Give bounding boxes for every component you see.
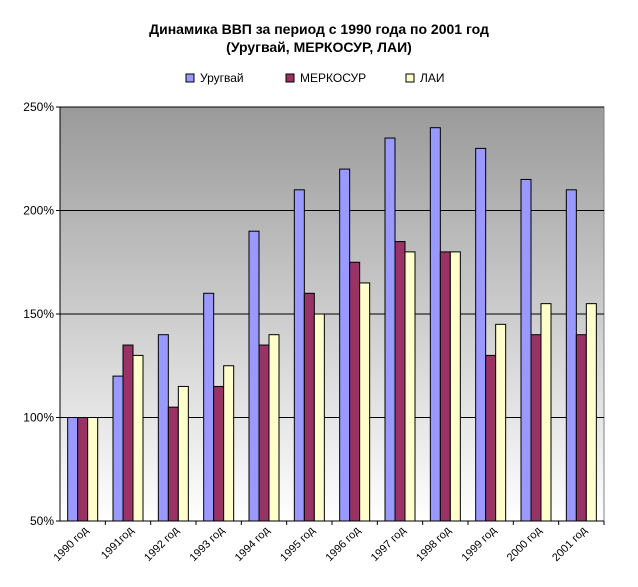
legend-label: ЛАИ: [420, 71, 445, 85]
bar: [394, 241, 406, 522]
bar: [384, 137, 396, 522]
bar: [248, 230, 260, 522]
bar: [223, 365, 235, 522]
x-tick-label: 1996 год: [323, 524, 363, 564]
bar: [530, 334, 542, 522]
bar: [167, 406, 179, 522]
bar: [439, 251, 451, 522]
legend-swatch: [285, 73, 295, 83]
x-tick-label: 1999 год: [459, 524, 499, 564]
x-axis-ticks: 1990 год 1991год 1992 год 1993 год 1994 год 1…: [51, 521, 605, 564]
chart-title: Динамика ВВП за период с 1990 года по 20…: [149, 21, 489, 37]
x-tick-label: 1992 год: [142, 524, 182, 564]
bar: [429, 127, 441, 522]
bar: [293, 189, 305, 522]
bar: [540, 303, 552, 522]
bar: [495, 323, 507, 522]
y-tick-label: 200%: [23, 204, 54, 218]
bar: [77, 417, 89, 522]
y-tick-label: 100%: [23, 411, 54, 425]
legend-swatch: [185, 73, 195, 83]
x-tick-label: 1993 год: [187, 524, 227, 564]
legend-label: Уругвай: [200, 71, 244, 85]
legend: Уругвай МЕРКОСУР ЛАИ: [185, 71, 445, 85]
x-tick-label: 1991год: [99, 524, 137, 562]
bar: [404, 251, 416, 522]
x-tick-label: 1997 год: [369, 524, 409, 564]
bar: [313, 313, 325, 522]
bar: [87, 417, 99, 522]
bar: [203, 292, 215, 522]
legend-swatch: [405, 73, 415, 83]
bar: [349, 261, 361, 522]
x-tick-label: 1994 год: [233, 524, 273, 564]
x-tick-label: 2000 год: [505, 524, 545, 564]
x-tick-label: 2001 год: [550, 524, 590, 564]
bar: [112, 375, 124, 522]
bar: [213, 385, 225, 522]
chart-subtitle: (Уругвай, МЕРКОСУР, ЛАИ): [226, 39, 412, 55]
x-tick-label: 1998 год: [414, 524, 454, 564]
bars: [67, 127, 597, 522]
legend-label: МЕРКОСУР: [300, 71, 366, 85]
x-tick-label: 1995 год: [278, 524, 318, 564]
bar: [449, 251, 461, 522]
x-tick-label: 1990 год: [51, 524, 91, 564]
bar: [157, 334, 169, 522]
bar: [67, 417, 79, 522]
bar: [485, 354, 497, 522]
bar: [359, 282, 371, 522]
grid-lines: [60, 106, 604, 418]
bar: [575, 334, 587, 522]
bar: [132, 354, 144, 522]
y-tick-label: 150%: [23, 307, 54, 321]
bar: [303, 292, 315, 522]
bar: [268, 334, 280, 522]
bar: [258, 344, 270, 522]
bar: [585, 303, 597, 522]
bar: [475, 147, 487, 522]
y-tick-label: 250%: [23, 100, 54, 114]
bar: [177, 385, 189, 522]
bar: [565, 189, 577, 522]
bar: [339, 168, 351, 522]
y-tick-label: 50%: [30, 514, 54, 528]
bar: [122, 344, 134, 522]
bar: [520, 178, 532, 522]
y-axis-ticks: 50% 100% 150% 200% 250%: [23, 100, 60, 528]
